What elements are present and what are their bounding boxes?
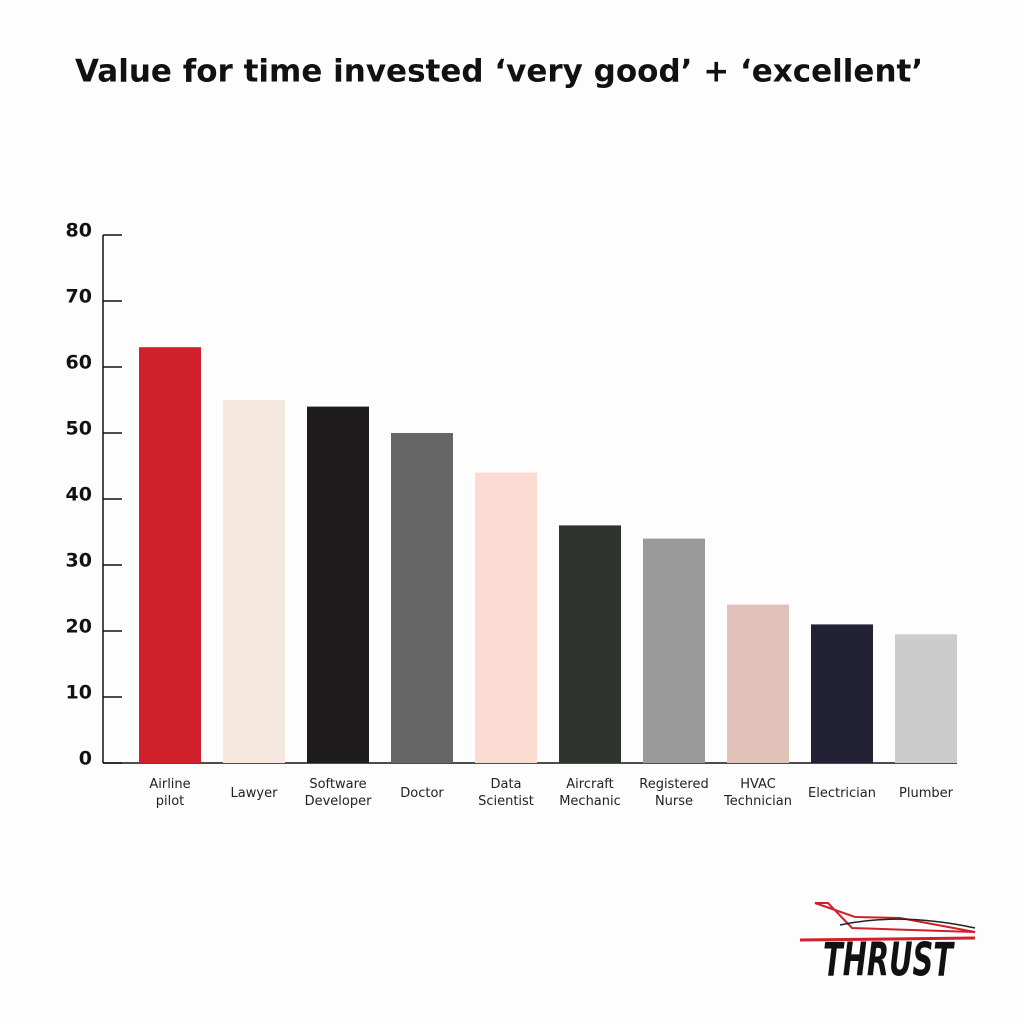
y-tick-label: 50 <box>66 418 92 440</box>
x-tick-label: Electrician <box>808 786 876 801</box>
x-tick-label: HVAC Technician <box>723 777 792 809</box>
bar <box>727 604 789 763</box>
chart-title: Value for time invested ‘very good’ + ‘e… <box>75 54 923 90</box>
y-tick-label: 20 <box>66 616 92 638</box>
bar <box>895 634 957 763</box>
x-tick-label: Software Developer <box>305 777 373 809</box>
y-tick-label: 60 <box>66 352 92 374</box>
bar <box>391 433 453 763</box>
y-tick-label: 0 <box>79 748 92 770</box>
y-tick-label: 70 <box>66 286 92 308</box>
x-tick-label: Airline pilot <box>149 777 190 809</box>
bar <box>223 400 285 763</box>
logo: THRUST <box>823 933 955 987</box>
x-tick-label: Data Scientist <box>478 777 534 809</box>
bar <box>475 472 537 763</box>
bar <box>559 525 621 763</box>
bar <box>811 624 873 763</box>
y-tick-label: 10 <box>66 682 92 704</box>
y-tick-label: 30 <box>66 550 92 572</box>
x-tick-label: Aircraft Mechanic <box>559 777 621 809</box>
y-tick-label: 40 <box>66 484 92 506</box>
y-tick-label: 80 <box>66 220 92 242</box>
x-tick-label: Registered Nurse <box>639 777 709 809</box>
bar <box>643 538 705 763</box>
x-tick-label: Lawyer <box>231 786 279 801</box>
logo-icon <box>799 902 976 942</box>
bar <box>307 406 369 763</box>
x-tick-label: Plumber <box>899 786 954 801</box>
bar <box>139 347 201 763</box>
x-tick-label: Doctor <box>400 786 444 801</box>
